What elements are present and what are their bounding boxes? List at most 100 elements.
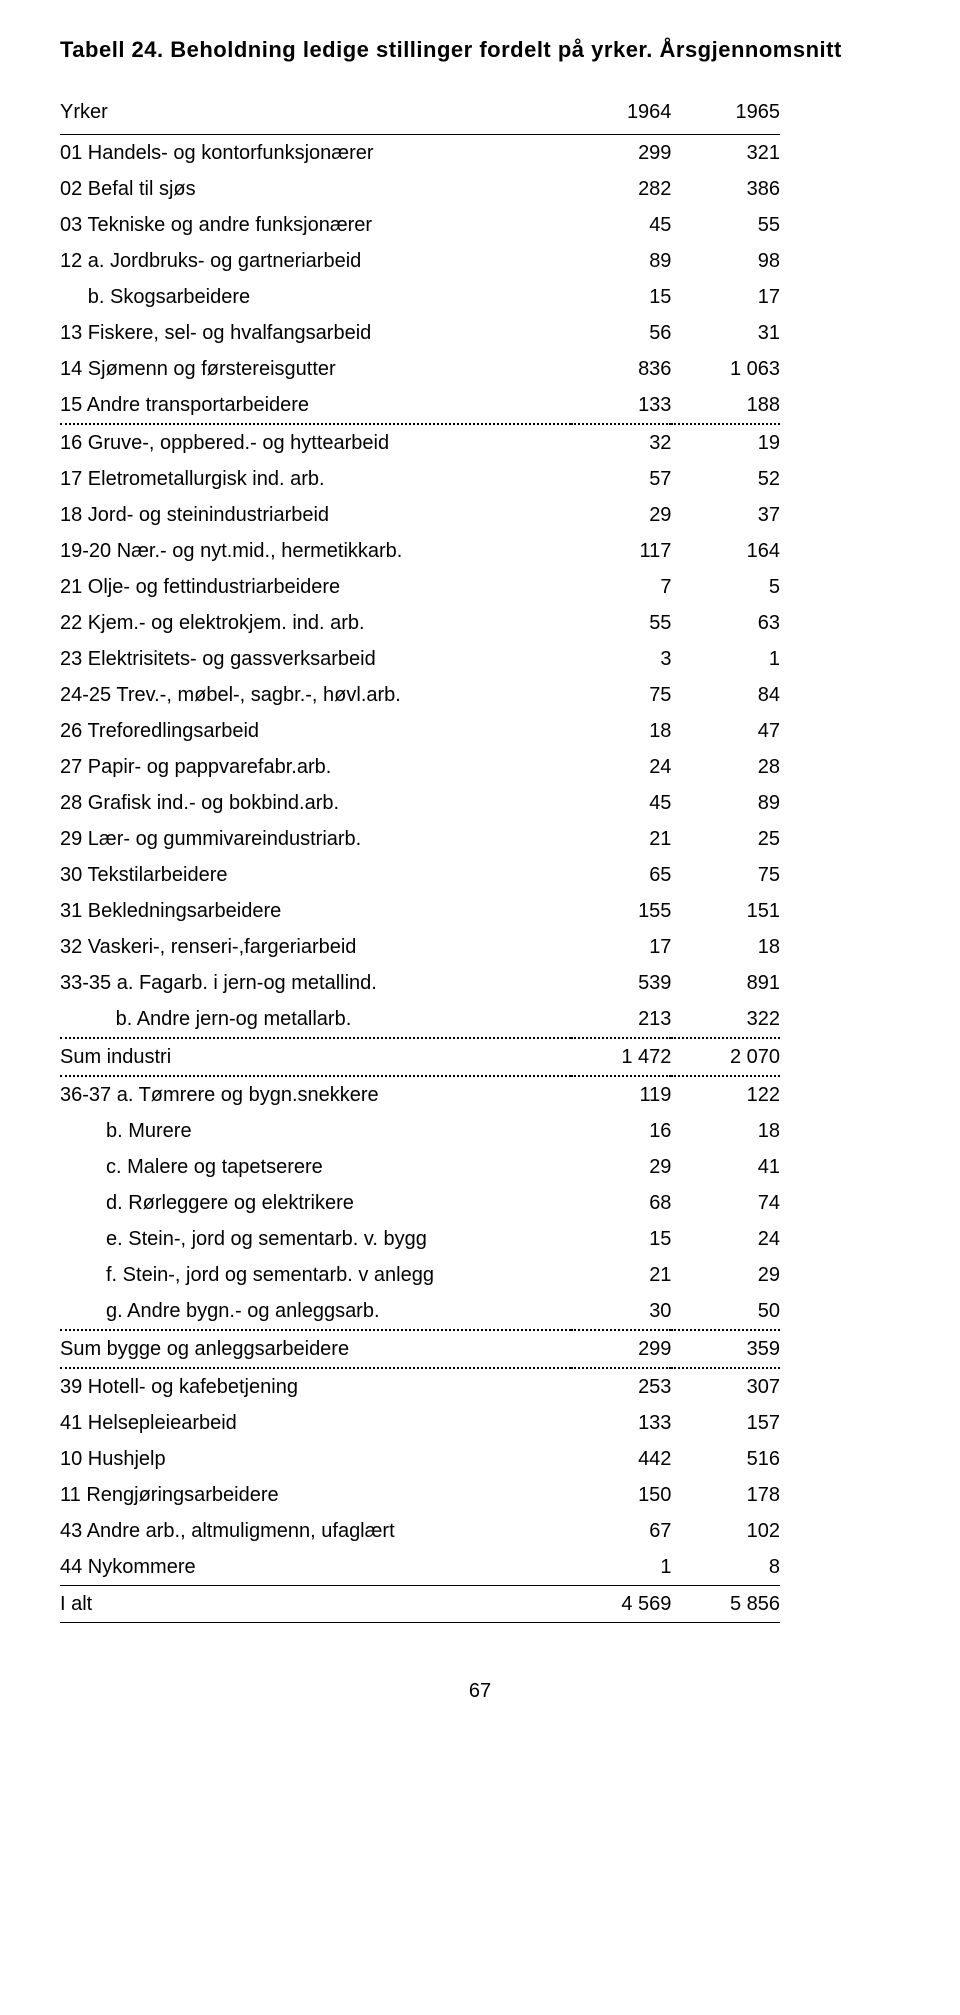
row-value-1964: 56	[571, 315, 671, 351]
row-value-1965: 891	[671, 965, 780, 1001]
table-row: c. Malere og tapetserere2941	[60, 1149, 780, 1185]
row-value-1965: 322	[671, 1001, 780, 1038]
row-value-1964: 539	[571, 965, 671, 1001]
row-value-1965: 18	[671, 929, 780, 965]
row-value-1964: 21	[571, 821, 671, 857]
row-value-1965: 19	[671, 424, 780, 461]
row-label: 27 Papir- og pappvarefabr.arb.	[60, 749, 571, 785]
table-row: 19-20 Nær.- og nyt.mid., hermetikkarb.11…	[60, 533, 780, 569]
row-value-1965: 122	[671, 1076, 780, 1113]
table-row: 13 Fiskere, sel- og hvalfangsarbeid5631	[60, 315, 780, 351]
table-row: 12 a. Jordbruks- og gartneriarbeid8998	[60, 243, 780, 279]
row-value-1964: 150	[571, 1477, 671, 1513]
row-value-1964: 15	[571, 1221, 671, 1257]
row-label: 41 Helsepleiearbeid	[60, 1405, 571, 1441]
row-value-1964: 21	[571, 1257, 671, 1293]
row-label: 28 Grafisk ind.- og bokbind.arb.	[60, 785, 571, 821]
page-number: 67	[60, 1673, 900, 1709]
table-row: e. Stein-, jord og sementarb. v. bygg152…	[60, 1221, 780, 1257]
row-value-1964: 30	[571, 1293, 671, 1330]
row-value-1964: 282	[571, 171, 671, 207]
total-v1: 4 569	[571, 1585, 671, 1622]
row-label: 03 Tekniske og andre funksjonærer	[60, 207, 571, 243]
row-value-1964: 133	[571, 1405, 671, 1441]
row-label: 21 Olje- og fettindustriarbeidere	[60, 569, 571, 605]
table-row: 44 Nykommere18	[60, 1549, 780, 1586]
table-row: 22 Kjem.- og elektrokjem. ind. arb.5563	[60, 605, 780, 641]
table-row: 14 Sjømenn og førstereisgutter8361 063	[60, 351, 780, 387]
table-row: 31 Bekledningsarbeidere155151	[60, 893, 780, 929]
row-value-1964: 29	[571, 1149, 671, 1185]
table-row: b. Skogsarbeidere1517	[60, 279, 780, 315]
table-row: 10 Hushjelp442516	[60, 1441, 780, 1477]
row-value-1965: 386	[671, 171, 780, 207]
row-label: 26 Treforedlingsarbeid	[60, 713, 571, 749]
row-value-1965: 31	[671, 315, 780, 351]
row-value-1965: 151	[671, 893, 780, 929]
row-label: b. Skogsarbeidere	[60, 279, 571, 315]
row-value-1964: 836	[571, 351, 671, 387]
row-value-1965: 75	[671, 857, 780, 893]
row-label: e. Stein-, jord og sementarb. v. bygg	[60, 1221, 571, 1257]
row-value-1965: 164	[671, 533, 780, 569]
row-value-1964: 89	[571, 243, 671, 279]
table-row: 01 Handels- og kontorfunksjonærer299321	[60, 134, 780, 171]
row-value-1965: 321	[671, 134, 780, 171]
row-label: d. Rørleggere og elektrikere	[60, 1185, 571, 1221]
row-value-1964: 45	[571, 785, 671, 821]
table-row: 33-35 a. Fagarb. i jern-og metallind.539…	[60, 965, 780, 1001]
row-label: 22 Kjem.- og elektrokjem. ind. arb.	[60, 605, 571, 641]
row-label: 12 a. Jordbruks- og gartneriarbeid	[60, 243, 571, 279]
row-value-1964: 68	[571, 1185, 671, 1221]
row-value-1965: 17	[671, 279, 780, 315]
row-value-1964: 57	[571, 461, 671, 497]
table-row: 41 Helsepleiearbeid133157	[60, 1405, 780, 1441]
row-label: 31 Bekledningsarbeidere	[60, 893, 571, 929]
row-value-1965: 18	[671, 1113, 780, 1149]
row-label: 19-20 Nær.- og nyt.mid., hermetikkarb.	[60, 533, 571, 569]
row-value-1965: 25	[671, 821, 780, 857]
row-value-1965: 307	[671, 1368, 780, 1405]
row-label: 24-25 Trev.-, møbel-, sagbr.-, høvl.arb.	[60, 677, 571, 713]
table-row: 39 Hotell- og kafebetjening253307	[60, 1368, 780, 1405]
row-value-1964: 117	[571, 533, 671, 569]
row-value-1965: 359	[671, 1330, 780, 1368]
table-row: Sum bygge og anleggsarbeidere299359	[60, 1330, 780, 1368]
row-value-1965: 89	[671, 785, 780, 821]
table-row: 03 Tekniske og andre funksjonærer4555	[60, 207, 780, 243]
table-row: f. Stein-, jord og sementarb. v anlegg21…	[60, 1257, 780, 1293]
table-row: 16 Gruve-, oppbered.- og hyttearbeid3219	[60, 424, 780, 461]
table-row: 02 Befal til sjøs282386	[60, 171, 780, 207]
row-value-1965: 178	[671, 1477, 780, 1513]
row-value-1965: 52	[671, 461, 780, 497]
row-value-1964: 75	[571, 677, 671, 713]
header-yrker: Yrker	[60, 94, 571, 135]
row-value-1964: 55	[571, 605, 671, 641]
row-value-1965: 47	[671, 713, 780, 749]
row-value-1965: 29	[671, 1257, 780, 1293]
row-value-1964: 213	[571, 1001, 671, 1038]
row-label: 16 Gruve-, oppbered.- og hyttearbeid	[60, 424, 571, 461]
row-value-1964: 18	[571, 713, 671, 749]
row-value-1965: 63	[671, 605, 780, 641]
row-label: 17 Eletrometallurgisk ind. arb.	[60, 461, 571, 497]
row-value-1965: 55	[671, 207, 780, 243]
row-value-1964: 1	[571, 1549, 671, 1586]
row-label: 01 Handels- og kontorfunksjonærer	[60, 134, 571, 171]
table-row: 32 Vaskeri-, renseri-,fargeriarbeid1718	[60, 929, 780, 965]
row-value-1965: 98	[671, 243, 780, 279]
row-value-1964: 65	[571, 857, 671, 893]
table-row: Sum industri1 4722 070	[60, 1038, 780, 1076]
row-value-1964: 299	[571, 134, 671, 171]
row-value-1965: 41	[671, 1149, 780, 1185]
row-value-1965: 188	[671, 387, 780, 424]
table-row: 29 Lær- og gummivareindustriarb.2125	[60, 821, 780, 857]
header-1964: 1964	[571, 94, 671, 135]
row-label: Sum bygge og anleggsarbeidere	[60, 1330, 571, 1368]
row-label: 11 Rengjøringsarbeidere	[60, 1477, 571, 1513]
row-label: 02 Befal til sjøs	[60, 171, 571, 207]
row-value-1964: 253	[571, 1368, 671, 1405]
row-value-1965: 50	[671, 1293, 780, 1330]
table-header-row: Yrker 1964 1965	[60, 94, 780, 135]
row-label: 10 Hushjelp	[60, 1441, 571, 1477]
